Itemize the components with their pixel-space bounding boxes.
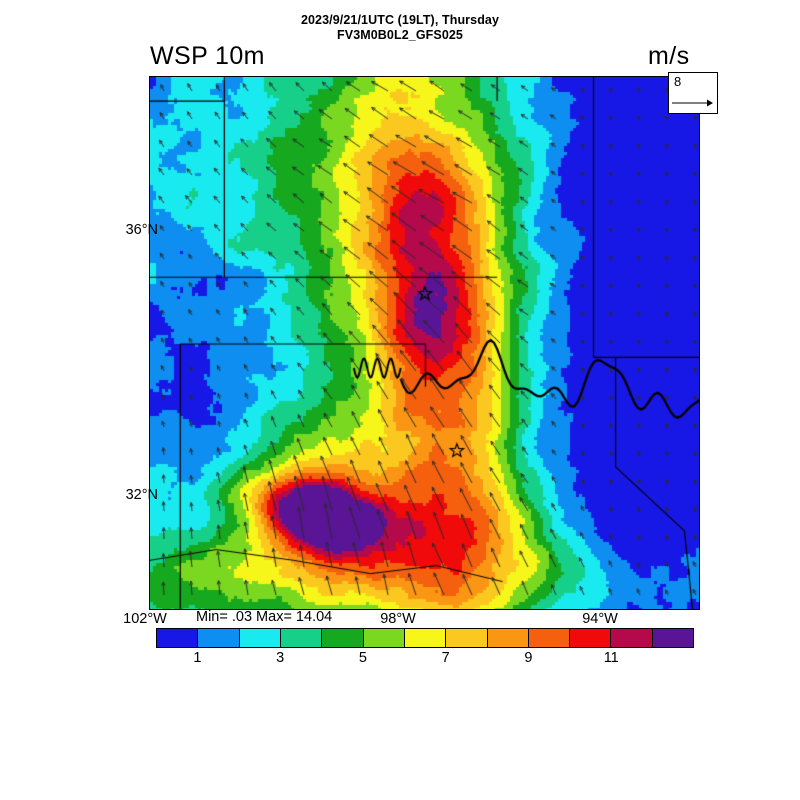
title-model-name: FV3M0B0L2_GFS025 [337, 28, 463, 42]
colorbar[interactable] [156, 628, 694, 648]
variable-label: WSP 10m [150, 42, 265, 70]
reference-vector-value: 8 [674, 74, 682, 89]
lon-tick-label-94w: 94°W [582, 611, 618, 627]
colorbar-tick-5: 5 [358, 650, 367, 666]
colorbar-swatch-9 [528, 629, 571, 647]
lon-tick-label-98w: 98°W [380, 611, 416, 627]
arrow-right-icon [672, 99, 713, 107]
colorbar-swatch-1 [198, 629, 240, 647]
lat-tick-label-32n: 32°N [125, 487, 158, 503]
colorbar-swatch-2 [239, 629, 281, 647]
colorbar-swatch-12 [652, 629, 694, 647]
colorbar-swatch-5 [363, 629, 405, 647]
colorbar-swatches [156, 628, 694, 648]
minmax-statistics-label: Min= .03 Max= 14.04 [196, 609, 333, 625]
reference-vector-box: 8 [668, 72, 718, 114]
colorbar-tick-3: 3 [276, 650, 285, 666]
map-plot-area[interactable] [149, 76, 700, 610]
colorbar-swatch-10 [570, 629, 612, 647]
colorbar-tick-9: 9 [524, 650, 533, 666]
units-label: m/s [648, 42, 690, 70]
lat-tick-label-36n: 36°N [125, 222, 158, 238]
wind-vectors-canvas [150, 77, 699, 609]
colorbar-tick-1: 1 [193, 650, 202, 666]
colorbar-swatch-8 [487, 629, 529, 647]
colorbar-tick-11: 11 [603, 650, 619, 666]
colorbar-swatch-6 [404, 629, 447, 647]
colorbar-tick-7: 7 [441, 650, 450, 666]
colorbar-swatch-11 [611, 629, 653, 647]
title-datetime: 2023/9/21/1UTC (19LT), Thursday [300, 13, 500, 27]
title-block: 2023/9/21/1UTC (19LT), Thursday FV3M0B0L… [0, 13, 800, 43]
lon-tick-label-102w: 102°W [123, 611, 167, 627]
colorbar-swatch-3 [280, 629, 323, 647]
colorbar-swatch-7 [446, 629, 488, 647]
colorbar-swatch-4 [322, 629, 364, 647]
colorbar-swatch-0 [157, 629, 199, 647]
colorbar-tick-labels: 1 3 5 7 9 11 [156, 650, 694, 668]
